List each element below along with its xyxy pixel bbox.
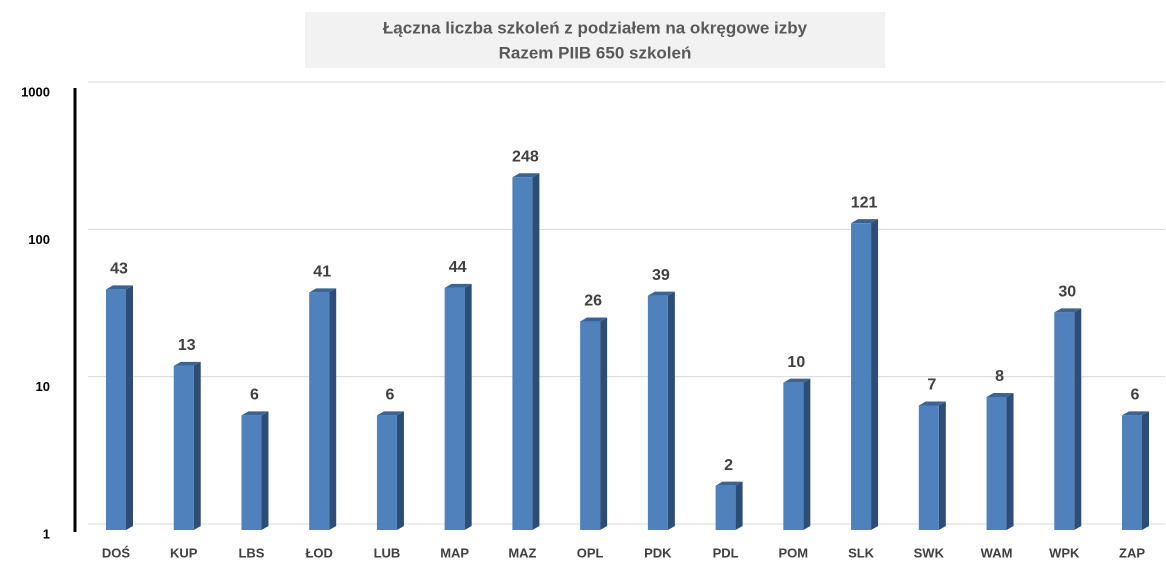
- bar: [241, 415, 262, 530]
- bar: [444, 287, 465, 530]
- x-tick-label: ZAP: [1119, 545, 1145, 560]
- x-tick-label: PDK: [644, 545, 672, 560]
- bar: [1122, 415, 1142, 530]
- bar-top: [580, 317, 608, 322]
- x-tick-label: ŁOD: [305, 545, 332, 560]
- value-label: 6: [385, 387, 394, 404]
- bar-side: [1074, 308, 1082, 530]
- bar-top: [512, 173, 540, 178]
- bar: [986, 396, 1007, 530]
- bar: [106, 289, 126, 530]
- value-label: 248: [512, 148, 539, 165]
- bar-side: [464, 283, 472, 530]
- bar: [580, 321, 601, 530]
- bar: [376, 415, 397, 530]
- bar-top: [851, 219, 879, 224]
- y-tick-label: 100: [28, 232, 50, 247]
- x-tick-label: KUP: [170, 545, 198, 560]
- value-label: 13: [178, 337, 196, 354]
- bar-top: [986, 392, 1014, 397]
- x-tick-label: DOŚ: [102, 545, 131, 560]
- value-label: 6: [1131, 387, 1140, 404]
- bar: [647, 295, 668, 530]
- bar-side: [803, 378, 811, 530]
- x-tick-label: POM: [779, 545, 809, 560]
- bar: [309, 292, 330, 530]
- bar: [918, 405, 939, 530]
- y-tick-label: 1: [43, 526, 50, 541]
- y-tick-label: 10: [36, 379, 50, 394]
- bar-top: [376, 411, 404, 416]
- bar-top: [444, 283, 472, 288]
- bar-side: [600, 317, 608, 530]
- x-tick-label: WAM: [981, 545, 1013, 560]
- bar-side: [871, 219, 879, 530]
- value-label: 44: [449, 259, 467, 276]
- bar-side: [667, 291, 675, 530]
- x-tick-label: LBS: [238, 545, 264, 560]
- bar: [715, 485, 736, 530]
- bar-side: [735, 481, 743, 530]
- value-label: 121: [851, 194, 878, 211]
- value-label: 26: [584, 293, 602, 310]
- bar-side: [938, 401, 946, 530]
- title-box: [305, 12, 885, 68]
- bar-side: [126, 285, 133, 530]
- bar: [173, 365, 194, 530]
- x-tick-label: MAP: [440, 545, 469, 560]
- bar-top: [715, 481, 743, 486]
- bar-side: [261, 411, 269, 530]
- bar-top: [1054, 308, 1082, 313]
- chart-subtitle: Razem PIIB 650 szkoleń: [499, 43, 692, 62]
- bar-top: [918, 401, 946, 406]
- x-tick-label: OPL: [577, 545, 604, 560]
- bar-top: [173, 361, 201, 366]
- bar: [1054, 312, 1075, 530]
- x-tick-label: WPK: [1049, 545, 1080, 560]
- bar: [851, 223, 872, 530]
- value-label: 2: [724, 457, 733, 474]
- x-tick-label: PDL: [713, 545, 739, 560]
- bar-top: [241, 411, 269, 416]
- bar-side: [193, 361, 201, 530]
- bar-side: [532, 173, 540, 530]
- value-label: 43: [110, 261, 128, 278]
- bar-top: [647, 291, 675, 296]
- bar: [512, 177, 533, 530]
- bar-side: [1006, 392, 1014, 530]
- y-tick-label: 1000: [21, 84, 50, 99]
- x-tick-label: SLK: [848, 545, 875, 560]
- bar-top: [106, 285, 133, 290]
- value-label: 41: [313, 264, 331, 281]
- value-label: 39: [652, 267, 670, 284]
- x-tick-label: MAZ: [508, 545, 536, 560]
- bar-side: [396, 411, 404, 530]
- bar-top: [1122, 411, 1149, 416]
- value-label: 8: [995, 368, 1004, 385]
- bar-top: [309, 288, 337, 293]
- value-label: 6: [250, 387, 259, 404]
- bar: [783, 382, 804, 530]
- value-label: 10: [787, 354, 805, 371]
- chart-title: Łączna liczba szkoleń z podziałem na okr…: [383, 18, 808, 37]
- bar-top: [783, 378, 811, 383]
- bar-side: [1142, 411, 1149, 530]
- value-label: 7: [927, 377, 936, 394]
- value-label: 30: [1058, 284, 1076, 301]
- x-tick-label: SWK: [914, 545, 945, 560]
- bar-side: [329, 288, 337, 530]
- x-tick-label: LUB: [374, 545, 401, 560]
